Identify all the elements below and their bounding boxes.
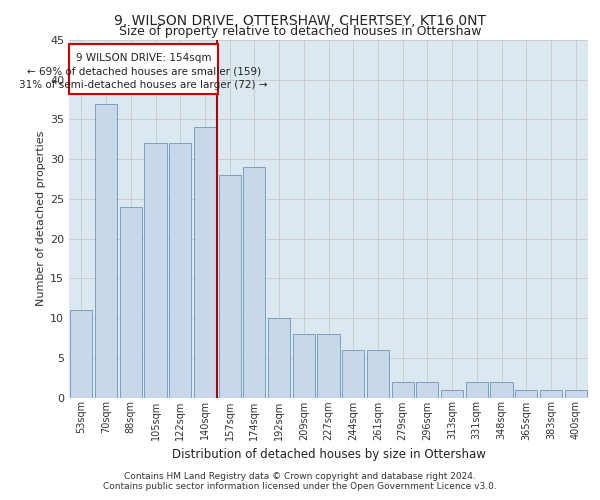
- Bar: [194, 128, 216, 398]
- Bar: [565, 390, 587, 398]
- Bar: [218, 175, 241, 398]
- Bar: [392, 382, 414, 398]
- Text: ← 69% of detached houses are smaller (159): ← 69% of detached houses are smaller (15…: [26, 66, 260, 76]
- Bar: [70, 310, 92, 398]
- Bar: [466, 382, 488, 398]
- Bar: [268, 318, 290, 398]
- Text: Contains HM Land Registry data © Crown copyright and database right 2024.: Contains HM Land Registry data © Crown c…: [124, 472, 476, 481]
- Bar: [515, 390, 538, 398]
- Text: 9 WILSON DRIVE: 154sqm: 9 WILSON DRIVE: 154sqm: [76, 52, 211, 62]
- Bar: [95, 104, 117, 398]
- Bar: [169, 144, 191, 398]
- Text: Contains public sector information licensed under the Open Government Licence v3: Contains public sector information licen…: [103, 482, 497, 491]
- Bar: [243, 167, 265, 398]
- Bar: [317, 334, 340, 398]
- Bar: [540, 390, 562, 398]
- Bar: [416, 382, 439, 398]
- Bar: [367, 350, 389, 398]
- Y-axis label: Number of detached properties: Number of detached properties: [36, 131, 46, 306]
- Bar: [441, 390, 463, 398]
- Bar: [119, 207, 142, 398]
- Bar: [490, 382, 512, 398]
- Bar: [293, 334, 315, 398]
- Text: Size of property relative to detached houses in Ottershaw: Size of property relative to detached ho…: [119, 25, 481, 38]
- FancyBboxPatch shape: [70, 44, 218, 94]
- X-axis label: Distribution of detached houses by size in Ottershaw: Distribution of detached houses by size …: [172, 448, 485, 461]
- Bar: [145, 144, 167, 398]
- Bar: [342, 350, 364, 398]
- Text: 9, WILSON DRIVE, OTTERSHAW, CHERTSEY, KT16 0NT: 9, WILSON DRIVE, OTTERSHAW, CHERTSEY, KT…: [114, 14, 486, 28]
- Text: 31% of semi-detached houses are larger (72) →: 31% of semi-detached houses are larger (…: [19, 80, 268, 90]
